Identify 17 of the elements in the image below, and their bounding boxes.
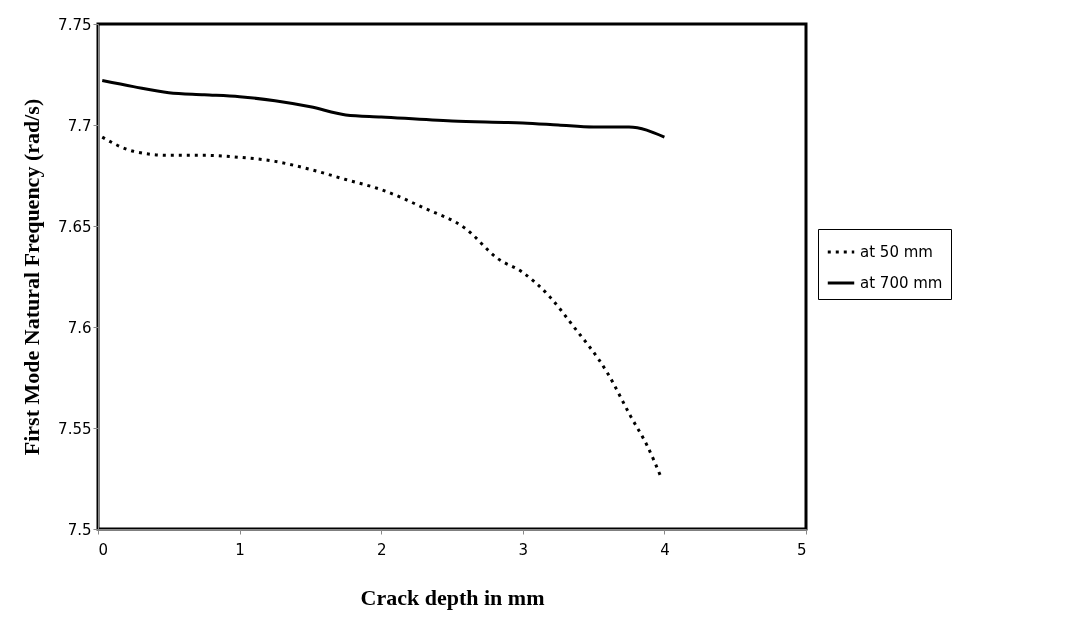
y-tick-label: 7.5 [67, 520, 92, 539]
y-tick-label: 7.7 [67, 116, 92, 135]
line-series [100, 79, 666, 139]
x-tick-label: 3 [518, 540, 529, 559]
legend-label: at 700 mm [860, 274, 943, 292]
legend-label: at 50 mm [860, 243, 933, 261]
y-tick-label: 7.75 [58, 15, 92, 34]
x-axis-title: Crack depth in mm [360, 584, 545, 610]
x-tick-label: 0 [98, 540, 109, 559]
y-tick-label: 7.55 [58, 419, 92, 438]
x-tick-label: 1 [235, 540, 245, 559]
y-axis-title: First Mode Natural Frequency (rad/s) [19, 98, 45, 456]
y-tick-label: 7.65 [58, 217, 92, 236]
x-tick-label: 2 [376, 540, 387, 559]
y-tick-label: 7.6 [67, 318, 92, 337]
x-tick-label: 4 [660, 540, 670, 559]
x-tick-label: 5 [796, 540, 807, 559]
